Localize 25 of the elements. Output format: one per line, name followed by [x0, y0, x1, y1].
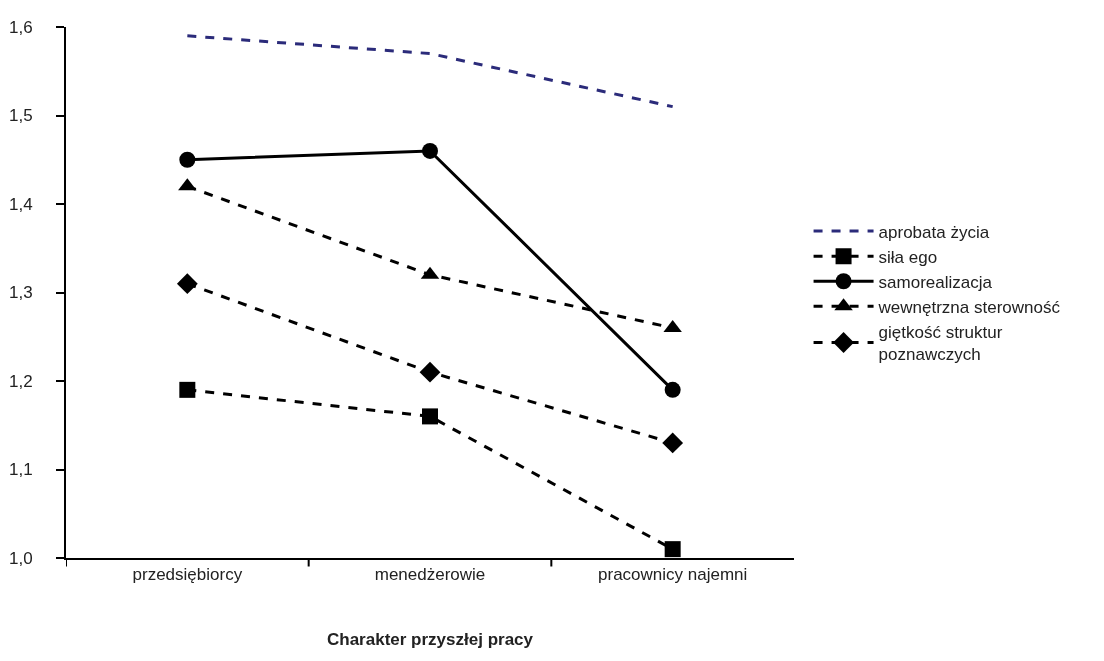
point	[664, 541, 681, 558]
point	[422, 408, 438, 425]
point	[662, 432, 684, 454]
point	[176, 273, 198, 295]
x-tick-label: przedsiębiorcy	[132, 565, 243, 585]
y-tick-label: 1,3	[8, 283, 33, 303]
legend-label: aprobata życia	[878, 222, 990, 242]
x-tick-label: pracownicy najemni	[598, 565, 748, 585]
point	[179, 381, 196, 398]
y-tick-label: 1,5	[8, 106, 33, 126]
y-tick-label: 1,4	[8, 194, 33, 214]
legend-label: giętkość struktur poznawczych	[878, 323, 1003, 365]
point	[664, 381, 681, 398]
y-tick-label: 1,0	[8, 548, 33, 568]
legend-label: samorealizacja	[878, 272, 993, 292]
y-tick-label: 1,6	[8, 17, 33, 37]
point	[419, 361, 441, 383]
point	[422, 142, 438, 159]
y-tick-label: 1,2	[8, 371, 33, 391]
legend-label: wewnętrzna sterowność	[877, 297, 1061, 317]
point	[179, 151, 196, 168]
legend-label: siła ego	[878, 247, 938, 267]
x-axis-title: Charakter przyszłej pracy	[327, 630, 534, 650]
x-tick-label: menedżerowie	[374, 565, 486, 585]
y-tick-label: 1,1	[8, 460, 33, 480]
